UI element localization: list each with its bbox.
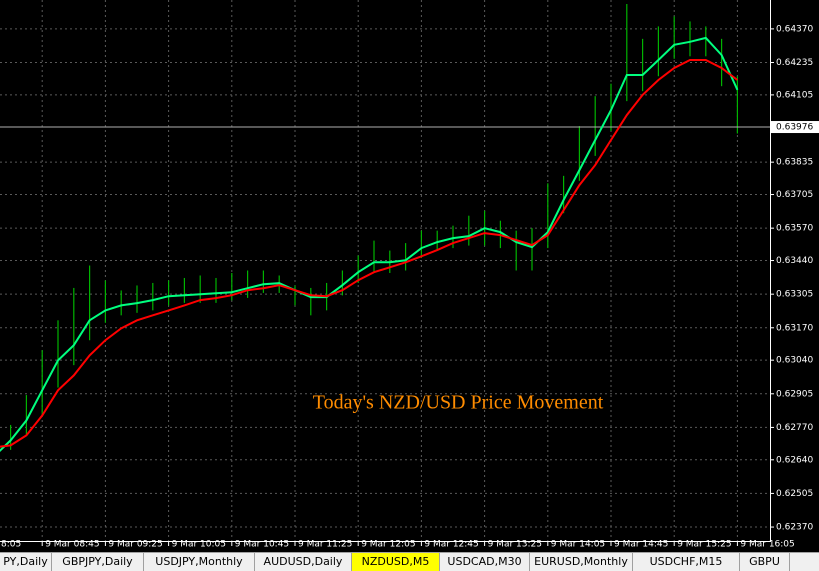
y-tick-label: 0.63170 <box>776 323 813 333</box>
y-tick-label: 0.64105 <box>776 90 813 100</box>
x-tick-label: 9 Mar 14:45 <box>614 540 668 550</box>
plot-area <box>0 0 770 541</box>
x-tick-label: 9 Mar 12:05 <box>361 540 415 550</box>
annotation: Today's NZD/USD Price Movement <box>313 392 604 414</box>
y-tick-label: 0.62905 <box>776 389 813 399</box>
x-tick-label: 9 Mar 14:05 <box>551 540 605 550</box>
x-tick-label: 8:05 <box>1 540 21 550</box>
current-price-box <box>771 121 819 134</box>
tab[interactable]: NZDUSD,M5 <box>352 553 440 571</box>
y-tick-label: 0.62505 <box>776 489 813 499</box>
x-tick-label: 9 Mar 13:25 <box>488 540 542 550</box>
x-tick-label: 9 Mar 08:45 <box>45 540 99 550</box>
tab[interactable]: PY,Daily <box>0 553 52 571</box>
y-tick-label: 0.63440 <box>776 256 813 266</box>
y-tick-label: 0.64235 <box>776 58 813 68</box>
tab[interactable]: GBPU <box>740 553 790 571</box>
ma-line <box>0 36 739 452</box>
x-tick-label: 9 Mar 09:25 <box>108 540 162 550</box>
y-tick-label: 0.62770 <box>776 423 813 433</box>
x-tick-label: 9 Mar 12:45 <box>424 540 478 550</box>
tab[interactable]: USDJPY,Monthly <box>144 553 255 571</box>
y-tick-label: 0.64370 <box>776 24 813 34</box>
y-tick-label: 0.63570 <box>776 224 813 234</box>
chart: 0.64370 0.64235 0.64105 0.63835 0.63705 0.635… <box>0 0 819 550</box>
tab[interactable]: GBPJPY,Daily <box>52 553 144 571</box>
x-tick-label: 9 Mar 11:25 <box>298 540 352 550</box>
tab-bar: PY,Daily GBPJPY,Daily USDJPY,Monthly AUDUSD… <box>0 552 819 571</box>
tab[interactable]: USDCAD,M30 <box>440 553 530 571</box>
y-tick-label: 0.63040 <box>776 356 813 366</box>
y-tick-label: 0.63835 <box>776 158 813 168</box>
ma-line <box>0 59 739 448</box>
tab[interactable]: USDCHF,M15 <box>633 553 740 571</box>
x-tick-label: 9 Mar 10:45 <box>235 540 289 550</box>
y-tick-label: 0.62640 <box>776 455 813 465</box>
x-tick-label: 9 Mar 10:05 <box>172 540 226 550</box>
x-tick-label: 9 Mar 16:05 <box>740 540 794 550</box>
y-tick-label: 0.62370 <box>776 523 813 533</box>
y-tick-label: 0.63705 <box>776 190 813 200</box>
tab[interactable]: EURUSD,Monthly <box>530 553 633 571</box>
current-price-label: 0.63976 <box>776 123 813 133</box>
x-tick-label: 9 Mar 15:25 <box>677 540 731 550</box>
y-tick-label: 0.63305 <box>776 290 813 300</box>
tab[interactable]: AUDUSD,Daily <box>255 553 352 571</box>
